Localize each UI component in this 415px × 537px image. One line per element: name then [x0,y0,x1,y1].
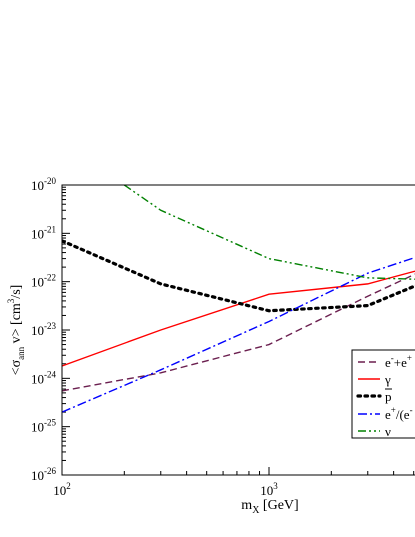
legend-label-main: e [385,407,391,422]
y-axis-label-lt: <σ [9,359,24,375]
x-tick-label: 103 [260,481,278,498]
y-tick-base: 10 [31,226,44,241]
legend-label-main: γ [384,372,391,387]
y-tick-base: 10 [31,275,44,290]
x-axis-label-sub: X [252,505,260,516]
y-axis-label-v: v> [cm [9,303,24,347]
y-axis-label-sup: 3 [6,298,16,303]
series-line [62,256,415,413]
x-tick-base: 10 [53,483,66,498]
y-tick-label: 10-21 [31,224,56,241]
legend-label-sup: - [391,353,394,363]
x-tick-base: 10 [260,483,273,498]
y-tick-label: 10-20 [31,176,56,193]
y-tick-exponent: -20 [44,176,56,186]
legend-label-sup: + [391,405,396,415]
legend-label-main: ν [385,424,391,439]
legend-label-main: e [385,355,391,370]
series-line [62,239,415,313]
x-axis-label: mX [GeV] [241,498,298,516]
y-tick-base: 10 [31,420,44,435]
y-tick-base: 10 [31,468,44,483]
legend-entries: e-+e+γpe+/(e-ν [356,353,413,439]
y-axis-label-sub: ann [16,346,26,359]
y-tick-base: 10 [31,371,44,386]
series-line [123,185,415,280]
legend-label-sup: - [410,405,413,415]
y-tick-exponent: -25 [44,418,56,428]
y-tick-exponent: -22 [44,273,56,283]
legend-label-sup: + [407,353,412,363]
y-tick-base: 10 [31,178,44,193]
legend-label-mid: /(e [396,407,410,422]
x-tick-label: 102 [53,481,71,498]
y-tick-label: 10-25 [31,418,56,435]
y-tick-exponent: -23 [44,321,56,331]
y-tick-label: 10-22 [31,273,56,290]
y-tick-exponent: -21 [44,224,56,234]
series-line [62,273,415,392]
y-axis-label-unit: /s] [9,285,24,299]
legend-label-main: p [385,389,392,404]
y-tick-label: 10-23 [31,321,56,338]
legend-label: γ [384,372,391,387]
legend-label-mid: +e [394,355,407,370]
y-axis-label: <σann v> [cm3/s] [6,285,26,376]
legend-label: e+/(e- [385,405,413,422]
plot-frame [61,184,415,476]
legend: e-+e+γpe+/(e-ν [351,349,415,439]
y-tick-label: 10-26 [31,466,56,483]
legend-label: e-+e+ [385,353,412,370]
y-tick-exponent: -26 [44,466,56,476]
y-tick-label: 10-24 [31,369,56,386]
y-tick-base: 10 [31,323,44,338]
y-tick-exponent: -24 [44,369,56,379]
x-tick-exponent: 3 [273,481,278,491]
series-lines [62,185,415,413]
legend-label: p [385,389,392,404]
x-axis-label-main: m [241,498,252,513]
x-tick-exponent: 2 [66,481,71,491]
x-axis-label-unit: [GeV] [259,498,298,513]
legend-box [351,349,415,439]
legend-label: ν [385,424,391,439]
